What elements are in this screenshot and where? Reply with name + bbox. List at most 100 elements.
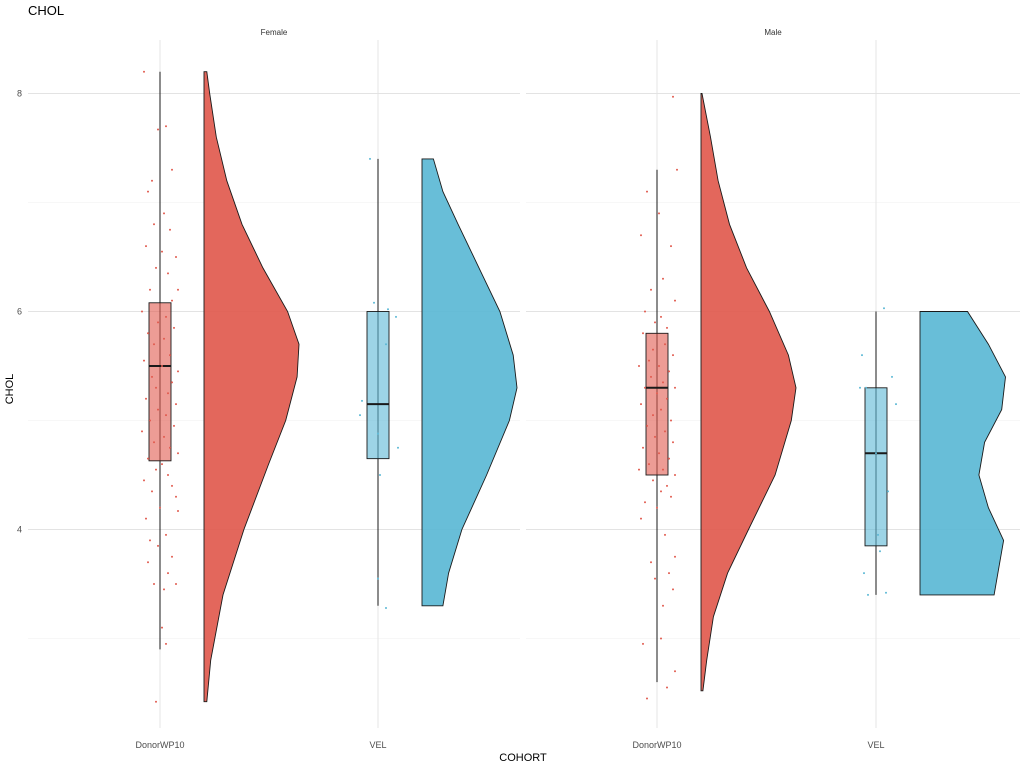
- data-point: [660, 637, 662, 640]
- data-point: [672, 441, 674, 444]
- data-point: [165, 125, 167, 128]
- cohort-group-donorwp10: [141, 70, 300, 703]
- data-point: [147, 190, 149, 193]
- data-point: [666, 397, 668, 400]
- data-point: [175, 403, 177, 406]
- data-point: [147, 332, 149, 335]
- data-point: [155, 386, 157, 389]
- data-point: [875, 452, 877, 455]
- data-point: [867, 593, 869, 596]
- data-point: [674, 670, 676, 673]
- facet-panel-male: Male DonorWP10 VEL: [526, 28, 1020, 750]
- data-point: [151, 490, 153, 493]
- data-point: [167, 474, 169, 476]
- data-point: [175, 256, 177, 258]
- data-point: [662, 277, 664, 280]
- data-point: [638, 468, 640, 471]
- data-point: [650, 561, 652, 564]
- data-point: [672, 354, 674, 357]
- data-point: [664, 430, 666, 433]
- data-point: [145, 517, 147, 520]
- data-point: [674, 474, 676, 476]
- data-point: [177, 288, 179, 291]
- data-point: [141, 310, 143, 313]
- violin-half: [203, 71, 300, 703]
- data-point: [155, 700, 157, 703]
- data-point: [387, 308, 389, 311]
- data-point: [163, 212, 165, 215]
- data-point: [648, 359, 650, 362]
- data-point: [397, 446, 399, 449]
- data-point: [666, 326, 668, 329]
- data-point: [668, 572, 670, 575]
- data-point: [171, 484, 173, 487]
- data-point: [672, 95, 674, 98]
- y-tick-label: 8: [17, 89, 22, 99]
- data-point: [161, 626, 163, 629]
- x-tick-label: VEL: [369, 740, 386, 750]
- data-point: [650, 375, 652, 378]
- data-point: [141, 430, 143, 433]
- data-point: [153, 223, 155, 226]
- data-point: [646, 190, 648, 193]
- data-point: [654, 577, 656, 580]
- data-point: [163, 435, 165, 438]
- data-point: [395, 315, 397, 318]
- data-point: [373, 301, 375, 304]
- data-point: [662, 604, 664, 607]
- data-point: [145, 245, 147, 248]
- violin-half: [421, 158, 518, 607]
- data-point: [149, 419, 151, 422]
- data-point: [662, 381, 664, 384]
- data-point: [865, 386, 867, 389]
- data-point: [674, 555, 676, 558]
- data-point: [169, 354, 171, 357]
- data-point: [167, 272, 169, 275]
- data-point: [163, 337, 165, 340]
- cohort-group-vel: [359, 157, 518, 609]
- x-tick-label: VEL: [867, 740, 884, 750]
- data-point: [666, 686, 668, 689]
- data-point: [149, 539, 151, 542]
- data-point: [171, 381, 173, 384]
- box-iqr: [645, 332, 669, 476]
- y-tick-label: 4: [17, 525, 22, 535]
- data-point: [161, 250, 163, 253]
- data-point: [652, 414, 654, 417]
- facet-panels: 4 6 8 Female DonorWP10 VEL Male DonorWP10 VEL: [17, 28, 1020, 750]
- data-point: [173, 326, 175, 329]
- data-point: [169, 446, 171, 449]
- data-point: [171, 555, 173, 558]
- data-point: [644, 310, 646, 313]
- data-point: [385, 607, 387, 609]
- data-point: [668, 457, 670, 460]
- box-iqr: [366, 311, 390, 460]
- data-point: [167, 572, 169, 575]
- data-point: [151, 375, 153, 378]
- data-point: [664, 343, 666, 346]
- data-point: [143, 479, 145, 482]
- data-point: [369, 157, 371, 160]
- data-point: [644, 386, 646, 389]
- data-point: [177, 370, 179, 373]
- data-point: [674, 386, 676, 389]
- data-point: [175, 583, 177, 585]
- data-point: [885, 591, 887, 594]
- data-point: [147, 457, 149, 460]
- data-point: [660, 315, 662, 318]
- data-point: [169, 228, 171, 231]
- cohort-group-donorwp10: [638, 93, 797, 700]
- data-point: [652, 348, 654, 351]
- data-point: [676, 168, 678, 171]
- data-point: [646, 697, 648, 700]
- data-point: [654, 321, 656, 324]
- data-point: [658, 365, 660, 367]
- data-point: [660, 490, 662, 493]
- data-point: [385, 343, 387, 346]
- data-point: [359, 414, 361, 417]
- data-point: [861, 354, 863, 357]
- chart-title: CHOL: [28, 3, 64, 18]
- data-point: [646, 424, 648, 427]
- data-point: [163, 588, 165, 591]
- box-iqr: [864, 387, 888, 547]
